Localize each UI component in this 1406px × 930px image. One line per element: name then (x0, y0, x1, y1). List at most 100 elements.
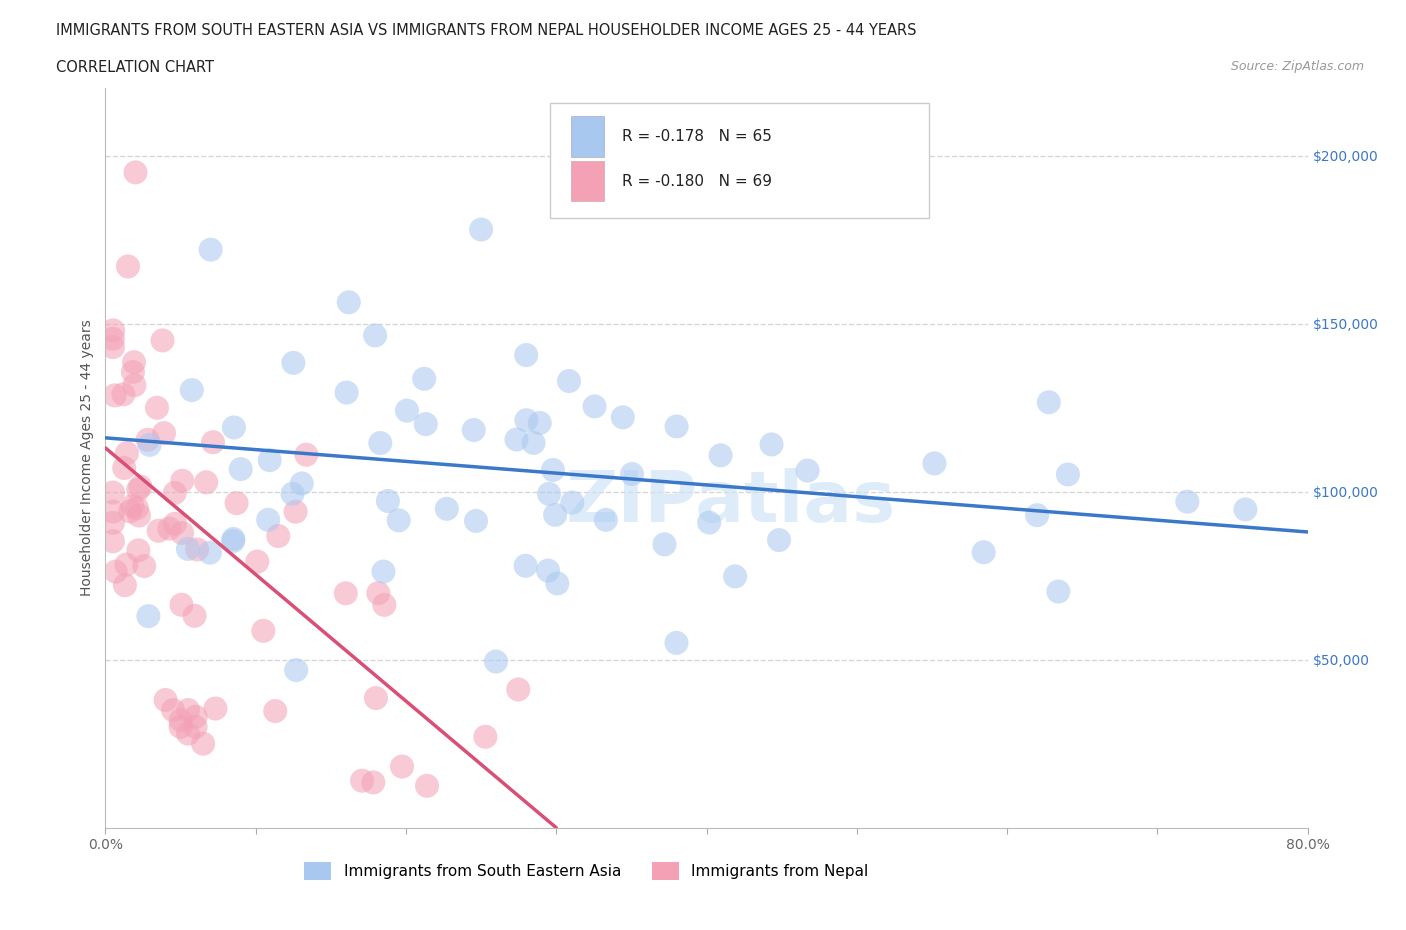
Point (924, 456, 946, 471)
Point (415, 417, 437, 432)
Point (114, 578, 136, 592)
Point (505, 432, 527, 447)
Point (761, 437, 783, 452)
Point (184, 710, 207, 724)
Point (377, 494, 399, 509)
Point (337, 295, 360, 310)
Point (529, 416, 551, 431)
Point (583, 399, 606, 414)
Point (163, 485, 186, 500)
Point (768, 533, 790, 548)
Point (225, 496, 247, 511)
Point (138, 437, 160, 452)
Point (122, 365, 145, 379)
Point (291, 476, 314, 491)
Point (973, 545, 995, 560)
Point (541, 462, 564, 477)
Point (124, 165, 146, 179)
Y-axis label: Householder Income Ages 25 - 44 years: Householder Income Ages 25 - 44 years (80, 320, 94, 596)
Point (522, 435, 544, 450)
Point (146, 400, 169, 415)
Point (724, 569, 747, 584)
Point (169, 720, 191, 735)
Point (335, 586, 357, 601)
Point (1175, 494, 1198, 509)
FancyBboxPatch shape (550, 103, 929, 218)
Point (515, 348, 537, 363)
Point (416, 778, 439, 793)
Point (515, 558, 537, 573)
Point (101, 331, 124, 346)
Point (172, 473, 194, 488)
Point (1057, 467, 1080, 482)
Point (546, 576, 568, 591)
Point (222, 420, 245, 435)
Point (538, 486, 561, 501)
Point (373, 597, 395, 612)
Point (120, 504, 142, 519)
Point (697, 515, 720, 530)
Point (710, 448, 733, 463)
Point (259, 453, 281, 468)
Legend: Immigrants from South Eastern Asia, Immigrants from Nepal: Immigrants from South Eastern Asia, Immi… (298, 856, 875, 886)
Point (104, 388, 127, 403)
Bar (571, 116, 605, 157)
Point (180, 382, 202, 397)
Point (665, 419, 688, 434)
Point (152, 333, 174, 348)
Point (157, 521, 180, 536)
Point (127, 483, 149, 498)
Point (246, 554, 269, 569)
Point (101, 339, 124, 354)
Text: CORRELATION CHART: CORRELATION CHART (56, 60, 214, 75)
Point (101, 485, 124, 500)
Point (558, 374, 581, 389)
Point (391, 759, 413, 774)
Point (508, 682, 530, 697)
Point (485, 654, 508, 669)
Point (1038, 395, 1060, 410)
Point (112, 387, 135, 402)
Point (367, 586, 389, 601)
Text: R = -0.178   N = 65: R = -0.178 N = 65 (623, 129, 772, 144)
Point (284, 504, 307, 519)
Point (388, 513, 411, 528)
Point (364, 691, 387, 706)
Point (654, 537, 676, 551)
Point (373, 565, 395, 579)
Point (138, 609, 160, 624)
Point (101, 504, 124, 519)
Point (115, 445, 138, 460)
Point (257, 512, 280, 527)
Point (121, 498, 143, 513)
Point (336, 385, 359, 400)
Point (125, 500, 148, 515)
Point (129, 479, 152, 494)
Point (153, 426, 176, 441)
Point (395, 404, 418, 418)
Point (295, 447, 318, 462)
Point (204, 701, 226, 716)
Point (363, 775, 385, 790)
Point (122, 354, 145, 369)
Point (1234, 502, 1257, 517)
Point (195, 475, 218, 490)
Text: ZIPatlas: ZIPatlas (565, 468, 896, 537)
Point (283, 355, 305, 370)
Point (463, 422, 485, 437)
Point (267, 528, 290, 543)
Point (101, 323, 124, 338)
Point (101, 515, 124, 530)
Text: IMMIGRANTS FROM SOUTH EASTERN ASIA VS IMMIGRANTS FROM NEPAL HOUSEHOLDER INCOME A: IMMIGRANTS FROM SOUTH EASTERN ASIA VS IM… (56, 23, 917, 38)
Point (621, 467, 644, 482)
Point (117, 259, 139, 274)
Point (104, 565, 127, 579)
Point (281, 486, 304, 501)
Point (515, 413, 537, 428)
Point (796, 463, 818, 478)
Point (252, 623, 274, 638)
Point (612, 410, 634, 425)
Point (177, 726, 200, 741)
Point (172, 525, 194, 540)
Point (155, 693, 177, 708)
